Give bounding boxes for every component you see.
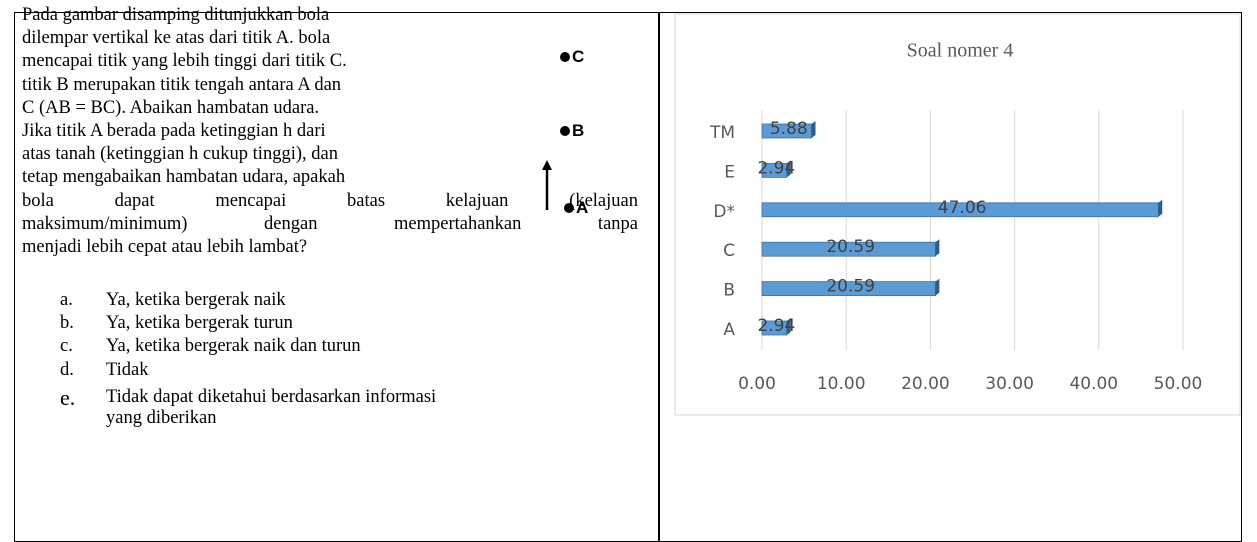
x-tick-label: 50.00 bbox=[1154, 374, 1203, 394]
x-tick-label: 20.00 bbox=[901, 374, 950, 394]
x-tick-label: 40.00 bbox=[1069, 374, 1118, 394]
bar-side bbox=[812, 121, 816, 138]
y-tick-label: B bbox=[723, 281, 735, 301]
x-tick-label: 30.00 bbox=[985, 374, 1034, 394]
value-label: 5.88 bbox=[770, 119, 808, 139]
value-label: 20.59 bbox=[826, 277, 875, 297]
y-tick-label: C bbox=[723, 241, 735, 261]
chart-title: Soal nomer 4 bbox=[907, 40, 1014, 62]
bar-side bbox=[1158, 200, 1162, 217]
value-label: 2.94 bbox=[757, 316, 795, 336]
value-label: 2.94 bbox=[757, 158, 795, 178]
x-tick-label: 10.00 bbox=[817, 374, 866, 394]
y-tick-label: D* bbox=[713, 202, 735, 222]
y-tick-label: TM bbox=[709, 123, 735, 143]
bar-side bbox=[935, 279, 939, 296]
bar-side bbox=[935, 239, 939, 256]
y-tick-label: A bbox=[723, 320, 735, 340]
value-label: 47.06 bbox=[938, 198, 987, 218]
value-label: 20.59 bbox=[826, 237, 875, 257]
y-tick-label: E bbox=[724, 162, 735, 182]
chart: Soal nomer 4 0.00 10.00 20.00 30.00 40.00 50.… bbox=[0, 0, 1257, 529]
x-tick-label: 0.00 bbox=[738, 374, 776, 394]
